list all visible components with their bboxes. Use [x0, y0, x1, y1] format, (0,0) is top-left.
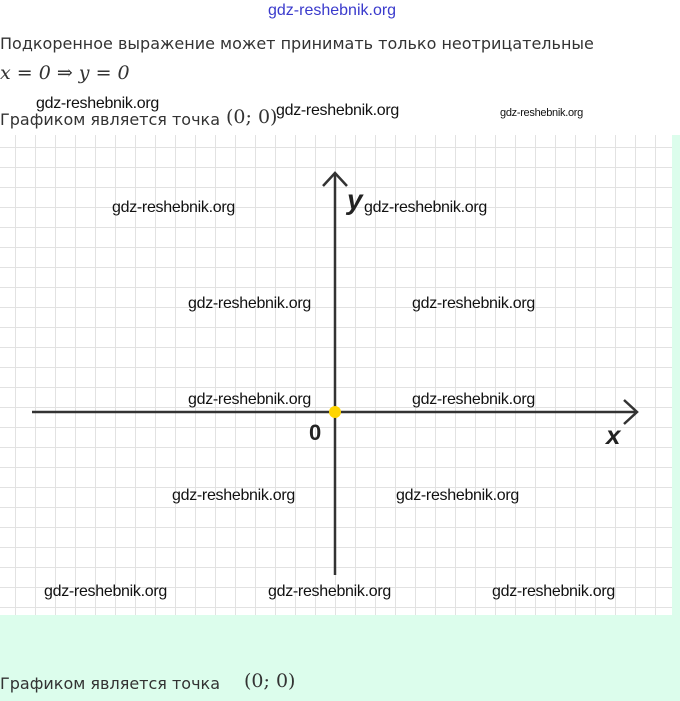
watermark: gdz-reshebnik.org: [188, 295, 311, 312]
bottom-caption: Графиком является точка: [0, 674, 221, 693]
green-panel-bottom: [0, 615, 680, 701]
graph-caption: Графиком является точка: [0, 110, 221, 129]
watermark: gdz-reshebnik.org: [276, 102, 399, 119]
watermark: gdz-reshebnik.org: [172, 487, 295, 504]
x-axis-arrow-icon: [623, 399, 639, 425]
y-axis-arrow-icon: [322, 171, 348, 187]
watermark: gdz-reshebnik.org: [44, 583, 167, 600]
point-label: (0; 0): [226, 106, 278, 128]
explanation-text: Подкоренное выражение может принимать то…: [0, 34, 594, 53]
origin-label: 0: [309, 420, 322, 445]
watermark: gdz-reshebnik.org: [188, 391, 311, 408]
watermark: gdz-reshebnik.org: [492, 583, 615, 600]
watermark: gdz-reshebnik.org: [112, 199, 235, 216]
top-watermark-link[interactable]: gdz-reshebnik.org: [268, 2, 397, 19]
green-panel-right: [672, 135, 680, 701]
formula: x = 0 ⇒ y = 0: [0, 62, 130, 84]
watermark: gdz-reshebnik.org: [412, 391, 535, 408]
watermark: gdz-reshebnik.org: [396, 487, 519, 504]
bottom-point-label: (0; 0): [244, 670, 296, 692]
watermark: gdz-reshebnik.org: [268, 583, 391, 600]
watermark: gdz-reshebnik.org: [364, 199, 487, 216]
watermark: gdz-reshebnik.org: [500, 107, 583, 119]
y-axis-label: y: [347, 184, 363, 215]
x-axis-label: x: [606, 420, 621, 450]
plotted-point: [329, 406, 341, 418]
watermark: gdz-reshebnik.org: [412, 295, 535, 312]
watermark: gdz-reshebnik.org: [36, 95, 159, 112]
